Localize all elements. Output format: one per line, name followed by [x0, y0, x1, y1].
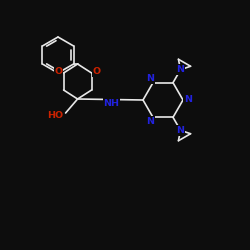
Text: NH: NH: [103, 99, 119, 108]
Text: O: O: [54, 68, 63, 76]
Text: N: N: [176, 126, 184, 135]
Text: O: O: [92, 68, 101, 76]
Text: N: N: [146, 74, 154, 83]
Text: HO: HO: [48, 112, 64, 120]
Text: N: N: [176, 65, 184, 74]
Text: N: N: [146, 117, 154, 126]
Text: N: N: [184, 96, 192, 104]
